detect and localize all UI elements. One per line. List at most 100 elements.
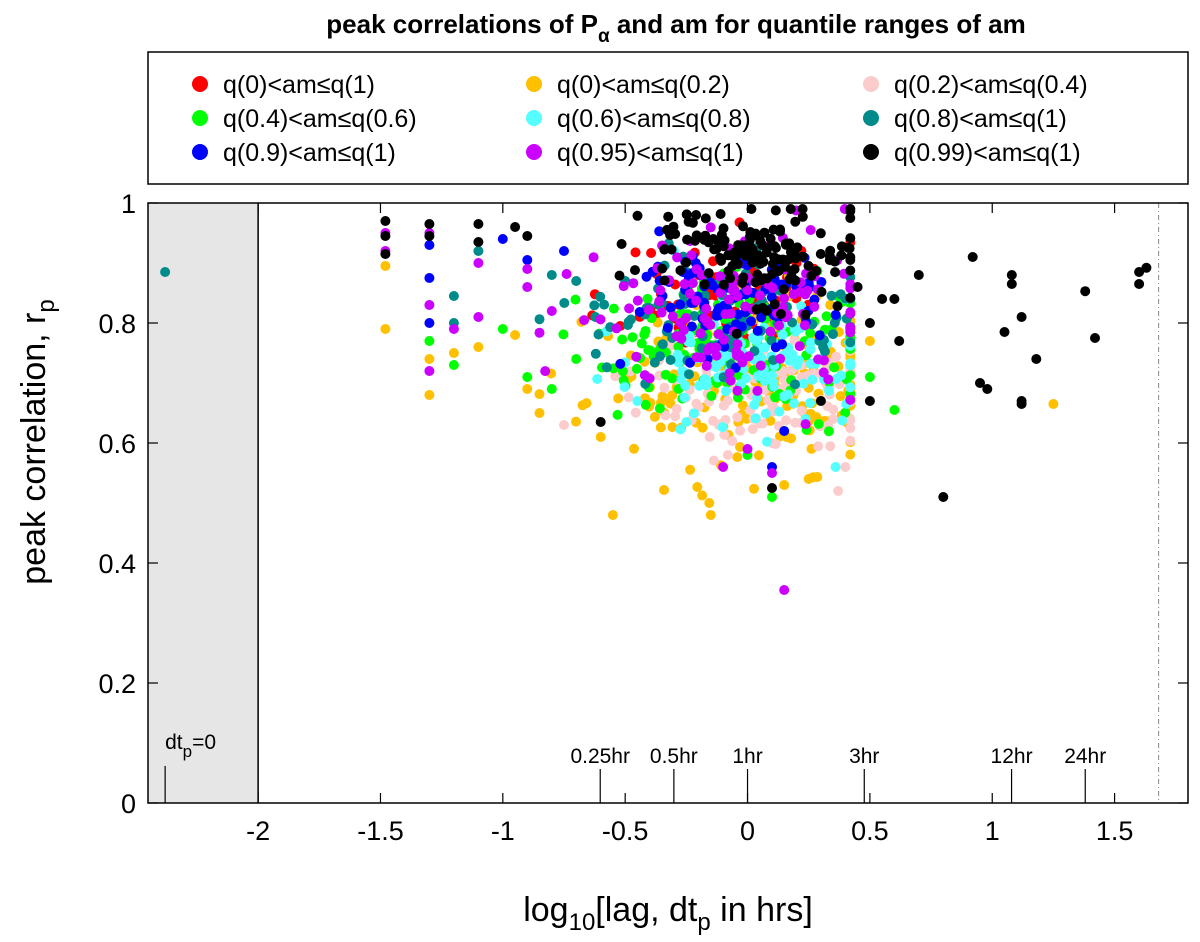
data-point <box>747 257 758 268</box>
data-point <box>681 417 692 427</box>
data-point <box>779 426 790 436</box>
data-point <box>755 360 766 371</box>
lag-marker-label: 3hr <box>849 745 879 768</box>
data-point <box>778 284 789 295</box>
data-point <box>659 275 670 286</box>
data-point <box>672 252 683 263</box>
x-axis-label: log10[lag, dtp in hrs] <box>523 891 813 936</box>
data-point <box>775 309 786 319</box>
data-point <box>845 292 856 303</box>
data-point <box>619 382 630 392</box>
data-point <box>938 492 949 502</box>
data-point <box>640 399 651 410</box>
data-point <box>642 293 653 304</box>
data-point <box>656 307 667 318</box>
data-point <box>747 424 758 435</box>
data-point <box>673 341 684 352</box>
data-point <box>837 415 848 426</box>
data-point <box>737 400 748 411</box>
data-point <box>721 386 731 397</box>
data-point <box>754 290 765 301</box>
data-point <box>380 261 391 271</box>
data-point <box>617 334 628 345</box>
x-tick-label: 0 <box>740 816 755 846</box>
data-point <box>779 293 789 304</box>
data-point <box>835 391 846 402</box>
data-point <box>788 289 799 300</box>
data-point <box>845 360 856 370</box>
data-point <box>825 441 836 452</box>
legend-label: q(0.6)<am≤q(0.8) <box>557 105 751 133</box>
data-point <box>913 270 924 280</box>
data-point <box>797 211 808 222</box>
data-point <box>559 246 569 256</box>
series-points <box>380 204 1152 502</box>
data-point <box>814 330 825 341</box>
data-point <box>708 455 719 466</box>
data-point <box>595 291 606 302</box>
data-point <box>792 359 803 370</box>
data-point <box>774 406 785 417</box>
data-point <box>845 394 856 405</box>
data-point <box>522 255 533 265</box>
data-point <box>824 255 835 266</box>
data-point <box>546 270 557 280</box>
data-point <box>424 336 435 346</box>
data-point <box>786 352 797 363</box>
data-point <box>641 271 652 282</box>
data-point <box>732 452 743 463</box>
legend-marker <box>526 144 542 160</box>
data-point <box>736 321 747 332</box>
data-point <box>770 242 781 253</box>
data-point <box>845 435 856 446</box>
data-point <box>732 412 743 423</box>
data-point <box>659 485 669 495</box>
data-point <box>675 299 686 310</box>
y-label-main: peak correlation, r <box>15 313 53 585</box>
data-point <box>612 409 623 420</box>
data-point <box>473 312 484 322</box>
data-point <box>751 304 762 315</box>
data-point <box>713 236 724 247</box>
data-point <box>540 366 551 377</box>
data-point <box>805 225 816 235</box>
axes: -2 -1.5 -1 -0.5 0 0.5 1 1.5 0 0.2 0.4 0.6 0.8 1 <box>98 189 1189 846</box>
data-point <box>762 243 773 253</box>
data-point <box>624 303 635 314</box>
x-label-post: in hrs] <box>711 891 813 929</box>
data-point <box>784 274 795 285</box>
data-point <box>806 270 817 281</box>
data-point <box>750 413 761 424</box>
data-point <box>1141 262 1152 273</box>
data-point <box>729 247 740 258</box>
legend-label: q(0)<am≤q(1) <box>223 71 375 99</box>
data-point <box>448 291 459 301</box>
data-point <box>595 314 606 325</box>
data-point <box>616 239 627 249</box>
data-point <box>818 342 829 353</box>
data-point <box>830 462 841 472</box>
data-point <box>722 395 733 406</box>
data-point <box>770 205 781 216</box>
x-tick-label: -2 <box>246 816 270 846</box>
data-point <box>831 351 841 362</box>
data-point <box>845 233 856 244</box>
y-tick-label: 0.6 <box>98 429 136 459</box>
data-point <box>744 235 755 246</box>
data-point <box>571 416 581 427</box>
data-point <box>767 492 777 502</box>
data-point <box>668 221 679 232</box>
x-label-pre: log <box>523 891 568 929</box>
legend-marker <box>192 144 208 160</box>
data-point <box>424 354 435 364</box>
data-point <box>665 355 676 365</box>
data-point <box>788 398 799 409</box>
data-point <box>691 352 702 363</box>
data-point <box>894 336 905 346</box>
data-point <box>720 309 731 320</box>
data-point <box>790 417 801 428</box>
data-point <box>1048 399 1059 409</box>
zero-lag-label: dtp=0 <box>165 731 216 761</box>
data-point <box>646 248 657 258</box>
lag-markers: 0.25hr 0.5hr 1hr 3hr 12hr 24hr dtp=0 <box>164 731 1106 803</box>
